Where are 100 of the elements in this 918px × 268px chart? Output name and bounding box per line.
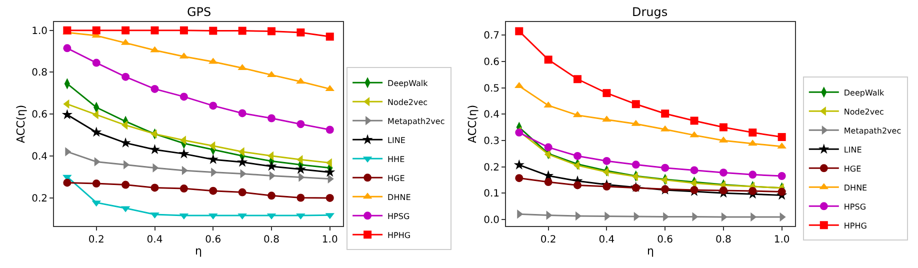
legend-label: LINE xyxy=(388,136,406,145)
point xyxy=(92,26,100,34)
point xyxy=(62,109,73,120)
legend-label: Node2vec xyxy=(388,98,428,107)
point xyxy=(149,144,160,154)
point xyxy=(778,133,786,142)
y-tick-label: 0.1 xyxy=(484,188,500,200)
legend-label: Metapath2vec xyxy=(388,116,445,126)
y-tick-label: 0.4 xyxy=(32,151,48,162)
point xyxy=(748,186,757,195)
point xyxy=(574,181,582,190)
point xyxy=(268,27,276,36)
y-tick-label: 1.0 xyxy=(32,26,48,37)
point xyxy=(719,123,728,132)
point xyxy=(92,58,100,67)
point xyxy=(632,100,640,108)
legend-label: DeepWalk xyxy=(388,78,428,88)
point xyxy=(326,32,334,41)
chart-title: GPS xyxy=(187,5,212,19)
point xyxy=(661,164,670,172)
y-tick-label: 0.5 xyxy=(484,83,500,94)
point xyxy=(209,186,218,195)
point xyxy=(690,116,698,125)
y-axis-title: ACC(η) xyxy=(466,104,480,144)
point xyxy=(514,159,524,170)
legend-label: HHE xyxy=(388,154,405,164)
point xyxy=(180,92,188,101)
x-axis-title: η xyxy=(646,244,654,258)
point xyxy=(719,168,728,177)
point xyxy=(180,184,188,193)
x-tick-label: 0.2 xyxy=(540,234,556,246)
point xyxy=(63,44,72,52)
point xyxy=(544,143,552,152)
point xyxy=(324,166,336,177)
point xyxy=(150,84,159,93)
legend-label: HPSG xyxy=(844,202,866,212)
point xyxy=(296,28,305,36)
point xyxy=(602,89,611,98)
legend-label: HGE xyxy=(388,174,405,183)
point xyxy=(122,180,130,189)
x-tick-label: 0.6 xyxy=(657,234,674,246)
point xyxy=(295,164,306,174)
legend-label: DHNE xyxy=(388,192,411,202)
point xyxy=(326,194,334,202)
point xyxy=(515,174,524,182)
chart-title: Drugs xyxy=(632,5,668,19)
point xyxy=(632,160,640,169)
x-tick-label: 1.0 xyxy=(322,234,338,246)
point xyxy=(544,178,552,186)
point xyxy=(326,126,334,134)
legend-label: HPHG xyxy=(844,221,867,230)
y-tick-label: 0.3 xyxy=(484,136,500,147)
y-tick-label: 0.6 xyxy=(484,56,500,68)
legend-label: HPHG xyxy=(388,230,411,240)
point xyxy=(296,120,305,128)
y-axis-title: ACC(η) xyxy=(14,104,28,144)
point xyxy=(209,102,218,110)
point xyxy=(268,114,276,122)
y-tick-label: 0.0 xyxy=(484,214,500,226)
x-tick-label: 1.0 xyxy=(774,234,790,246)
point xyxy=(778,172,786,180)
x-tick-label: 0.8 xyxy=(264,234,280,246)
point xyxy=(178,148,190,158)
point xyxy=(266,160,277,171)
y-tick-label: 0.8 xyxy=(32,68,48,79)
point xyxy=(150,184,159,192)
point xyxy=(602,182,611,191)
point xyxy=(748,170,757,179)
y-tick-label: 0.4 xyxy=(484,110,500,121)
point xyxy=(778,188,786,196)
y-tick-label: 0.2 xyxy=(484,162,500,174)
point xyxy=(122,72,130,81)
point xyxy=(120,137,131,148)
point xyxy=(63,178,72,187)
point xyxy=(236,156,248,167)
point xyxy=(661,110,670,118)
x-tick-label: 0.2 xyxy=(88,234,104,246)
x-tick-label: 0.6 xyxy=(205,234,222,246)
legend-label: LINE xyxy=(844,145,862,154)
point xyxy=(91,126,102,137)
x-tick-label: 0.4 xyxy=(146,234,163,246)
legend-label: DeepWalk xyxy=(844,88,885,98)
point xyxy=(690,166,698,174)
y-tick-label: 0.2 xyxy=(32,193,48,204)
legend-label: Metapath2vec xyxy=(844,126,902,136)
point xyxy=(92,180,100,188)
point xyxy=(690,186,698,194)
y-tick-label: 0.7 xyxy=(484,30,500,42)
point xyxy=(602,156,611,165)
x-tick-label: 0.8 xyxy=(716,234,732,246)
point xyxy=(719,186,728,194)
point xyxy=(574,75,582,84)
point xyxy=(238,26,246,35)
point xyxy=(180,26,188,34)
point xyxy=(209,26,218,35)
legend-label: Node2vec xyxy=(844,107,884,116)
point xyxy=(238,109,246,118)
x-tick-label: 0.4 xyxy=(598,234,615,246)
point xyxy=(748,128,757,137)
point xyxy=(296,194,305,202)
